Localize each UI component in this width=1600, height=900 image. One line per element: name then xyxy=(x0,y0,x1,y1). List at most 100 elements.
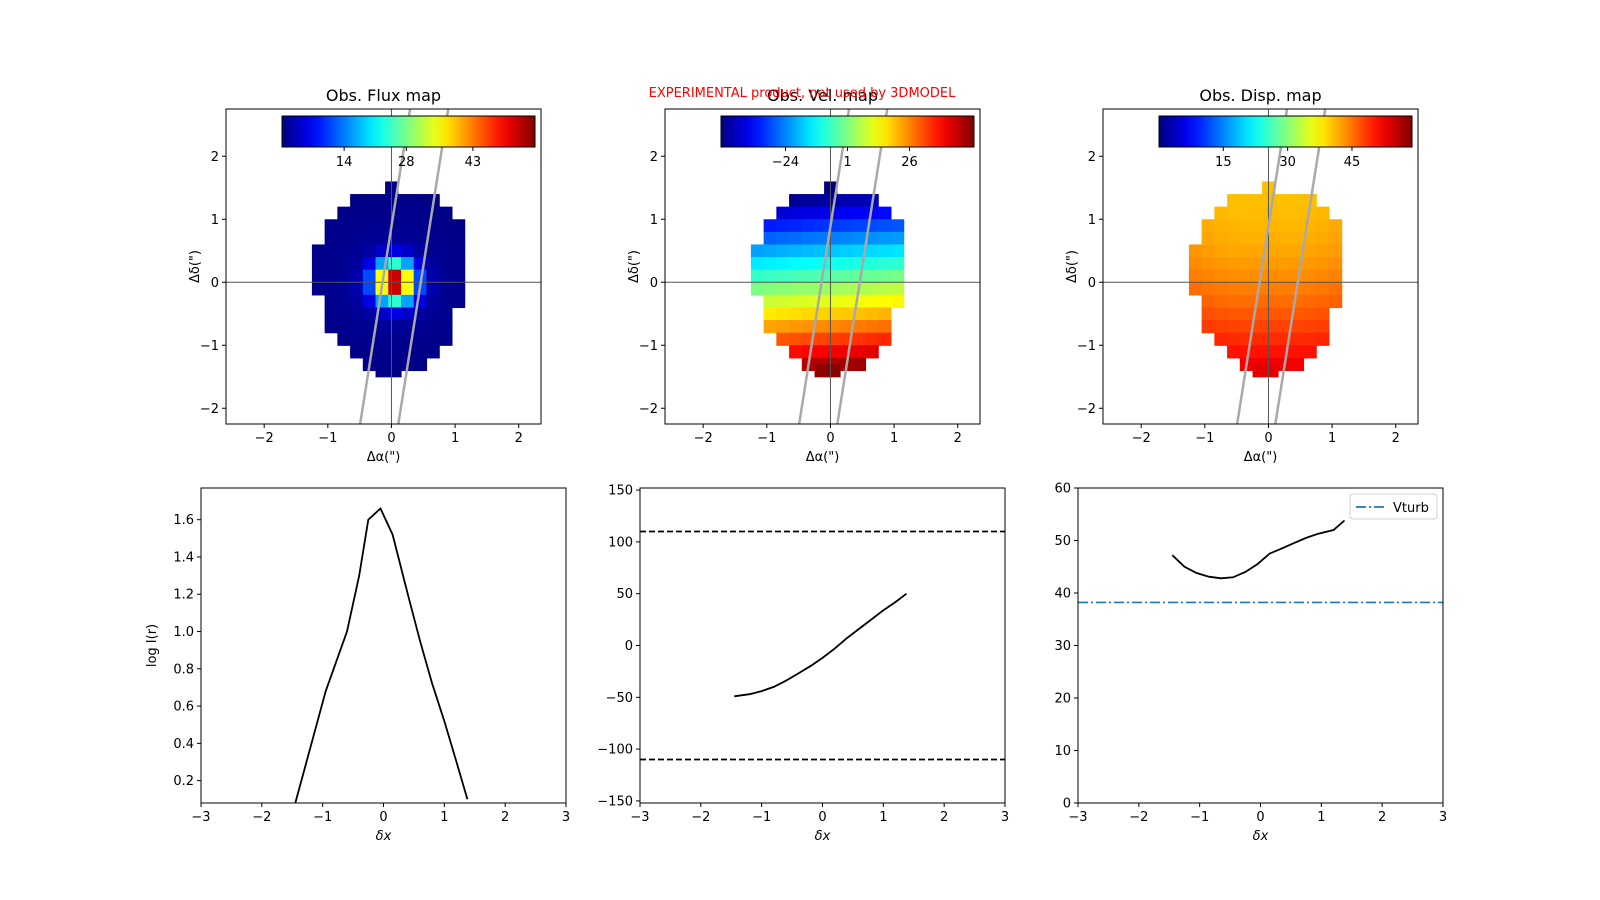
pixel xyxy=(776,244,790,258)
overlay-lines xyxy=(1103,109,1418,424)
y-tick-label: 150 xyxy=(608,484,633,499)
pixel xyxy=(1201,269,1215,283)
pixel xyxy=(362,206,377,220)
pixel xyxy=(1278,345,1292,359)
x-tick-label: 3 xyxy=(1001,810,1009,825)
pixel xyxy=(1227,307,1241,321)
pixel xyxy=(362,345,377,359)
pixel xyxy=(890,269,905,283)
pixel xyxy=(865,307,879,321)
pixel xyxy=(1328,294,1343,309)
pixel xyxy=(1328,269,1343,283)
pixel xyxy=(350,206,364,220)
slit-line xyxy=(358,109,412,424)
pixel xyxy=(763,219,777,233)
pixel xyxy=(413,345,428,359)
x-tick-label: 2 xyxy=(1392,431,1400,446)
pixel xyxy=(350,231,364,246)
y-tick-label: 40 xyxy=(1054,587,1071,602)
pixel xyxy=(878,257,892,271)
x-axis-label: δx xyxy=(815,829,831,844)
pixel xyxy=(776,294,790,309)
y-tick-label: 60 xyxy=(1054,482,1071,497)
pixel xyxy=(1278,257,1292,271)
pixel xyxy=(388,320,402,334)
pixel xyxy=(1201,231,1215,246)
pixel xyxy=(827,364,841,378)
pixel xyxy=(401,345,415,359)
pixel xyxy=(750,257,765,271)
x-tick-label: −2 xyxy=(252,810,271,825)
pixel xyxy=(1239,206,1254,220)
pixel xyxy=(362,194,377,208)
pixel xyxy=(1214,294,1228,309)
pixel xyxy=(789,332,803,346)
x-tick-label: 1 xyxy=(879,810,887,825)
pixel xyxy=(350,307,364,321)
pixel xyxy=(388,364,402,378)
pixel xyxy=(763,307,777,321)
pixel xyxy=(401,244,415,258)
pixel xyxy=(1290,269,1305,283)
pixel xyxy=(1316,257,1330,271)
pixel xyxy=(337,244,351,258)
pixel xyxy=(814,244,828,258)
axes-frame xyxy=(664,108,981,425)
x-tick-label: −3 xyxy=(630,810,649,825)
pixel xyxy=(814,320,828,334)
pixel xyxy=(852,294,867,309)
pixel xyxy=(878,206,892,220)
pixel xyxy=(865,206,879,220)
pixel xyxy=(1227,257,1241,271)
pixel xyxy=(1316,231,1330,246)
pixel xyxy=(1316,332,1330,346)
pixel xyxy=(1252,294,1266,309)
pixel xyxy=(1239,257,1254,271)
pixel xyxy=(388,332,402,346)
x-axis-label: Δα(") xyxy=(367,450,401,465)
profile-panel-1: −3 −2 −1 0 1 2 3 0.2 0.4 0.6 0.8 1.0 1.2 1.4 1.6 δx log … xyxy=(145,487,570,844)
x-tick-label: −2 xyxy=(1129,810,1148,825)
pixel xyxy=(801,194,816,208)
pixel xyxy=(852,206,867,220)
pixel xyxy=(878,269,892,283)
y-tick-label: −1 xyxy=(200,339,219,354)
pixel xyxy=(827,257,841,271)
x-tick-label: 3 xyxy=(1439,810,1447,825)
y-tick-label: 30 xyxy=(1054,639,1071,654)
map-panel-velocity: −2 −1 0 1 2 −2 −1 0 1 2 Δα(") Δδ(") Obs. Vel. map −24… xyxy=(627,86,981,465)
pixel xyxy=(776,332,790,346)
pixel xyxy=(776,307,790,321)
pixel xyxy=(1214,231,1228,246)
pixel xyxy=(1227,231,1241,246)
pixel xyxy=(375,345,389,359)
pixel xyxy=(1239,194,1254,208)
pixel xyxy=(1303,345,1317,359)
pixel xyxy=(852,231,867,246)
pixel xyxy=(1252,364,1266,378)
pixel xyxy=(827,332,841,346)
pixel xyxy=(814,206,828,220)
pixel xyxy=(890,231,905,246)
slit-line xyxy=(397,109,450,424)
pixel xyxy=(814,332,828,346)
profile-line xyxy=(734,592,908,698)
pixel xyxy=(350,244,364,258)
axes-frame xyxy=(639,487,1006,804)
pixel xyxy=(1227,206,1241,220)
pixel xyxy=(439,257,453,271)
pixel xyxy=(1328,244,1343,258)
colorbar-tick-label: 14 xyxy=(336,155,353,170)
axes-frame xyxy=(1077,487,1444,804)
pixel xyxy=(827,269,841,283)
pixel xyxy=(439,320,453,334)
pixel xyxy=(401,206,415,220)
pixel xyxy=(1265,257,1279,271)
pixel xyxy=(451,269,466,283)
pixel xyxy=(426,206,440,220)
pixel xyxy=(1278,219,1292,233)
x-tick-label: 3 xyxy=(562,810,570,825)
pixel xyxy=(1328,282,1343,296)
x-tick-label: 0 xyxy=(379,810,387,825)
pixel xyxy=(840,282,854,296)
